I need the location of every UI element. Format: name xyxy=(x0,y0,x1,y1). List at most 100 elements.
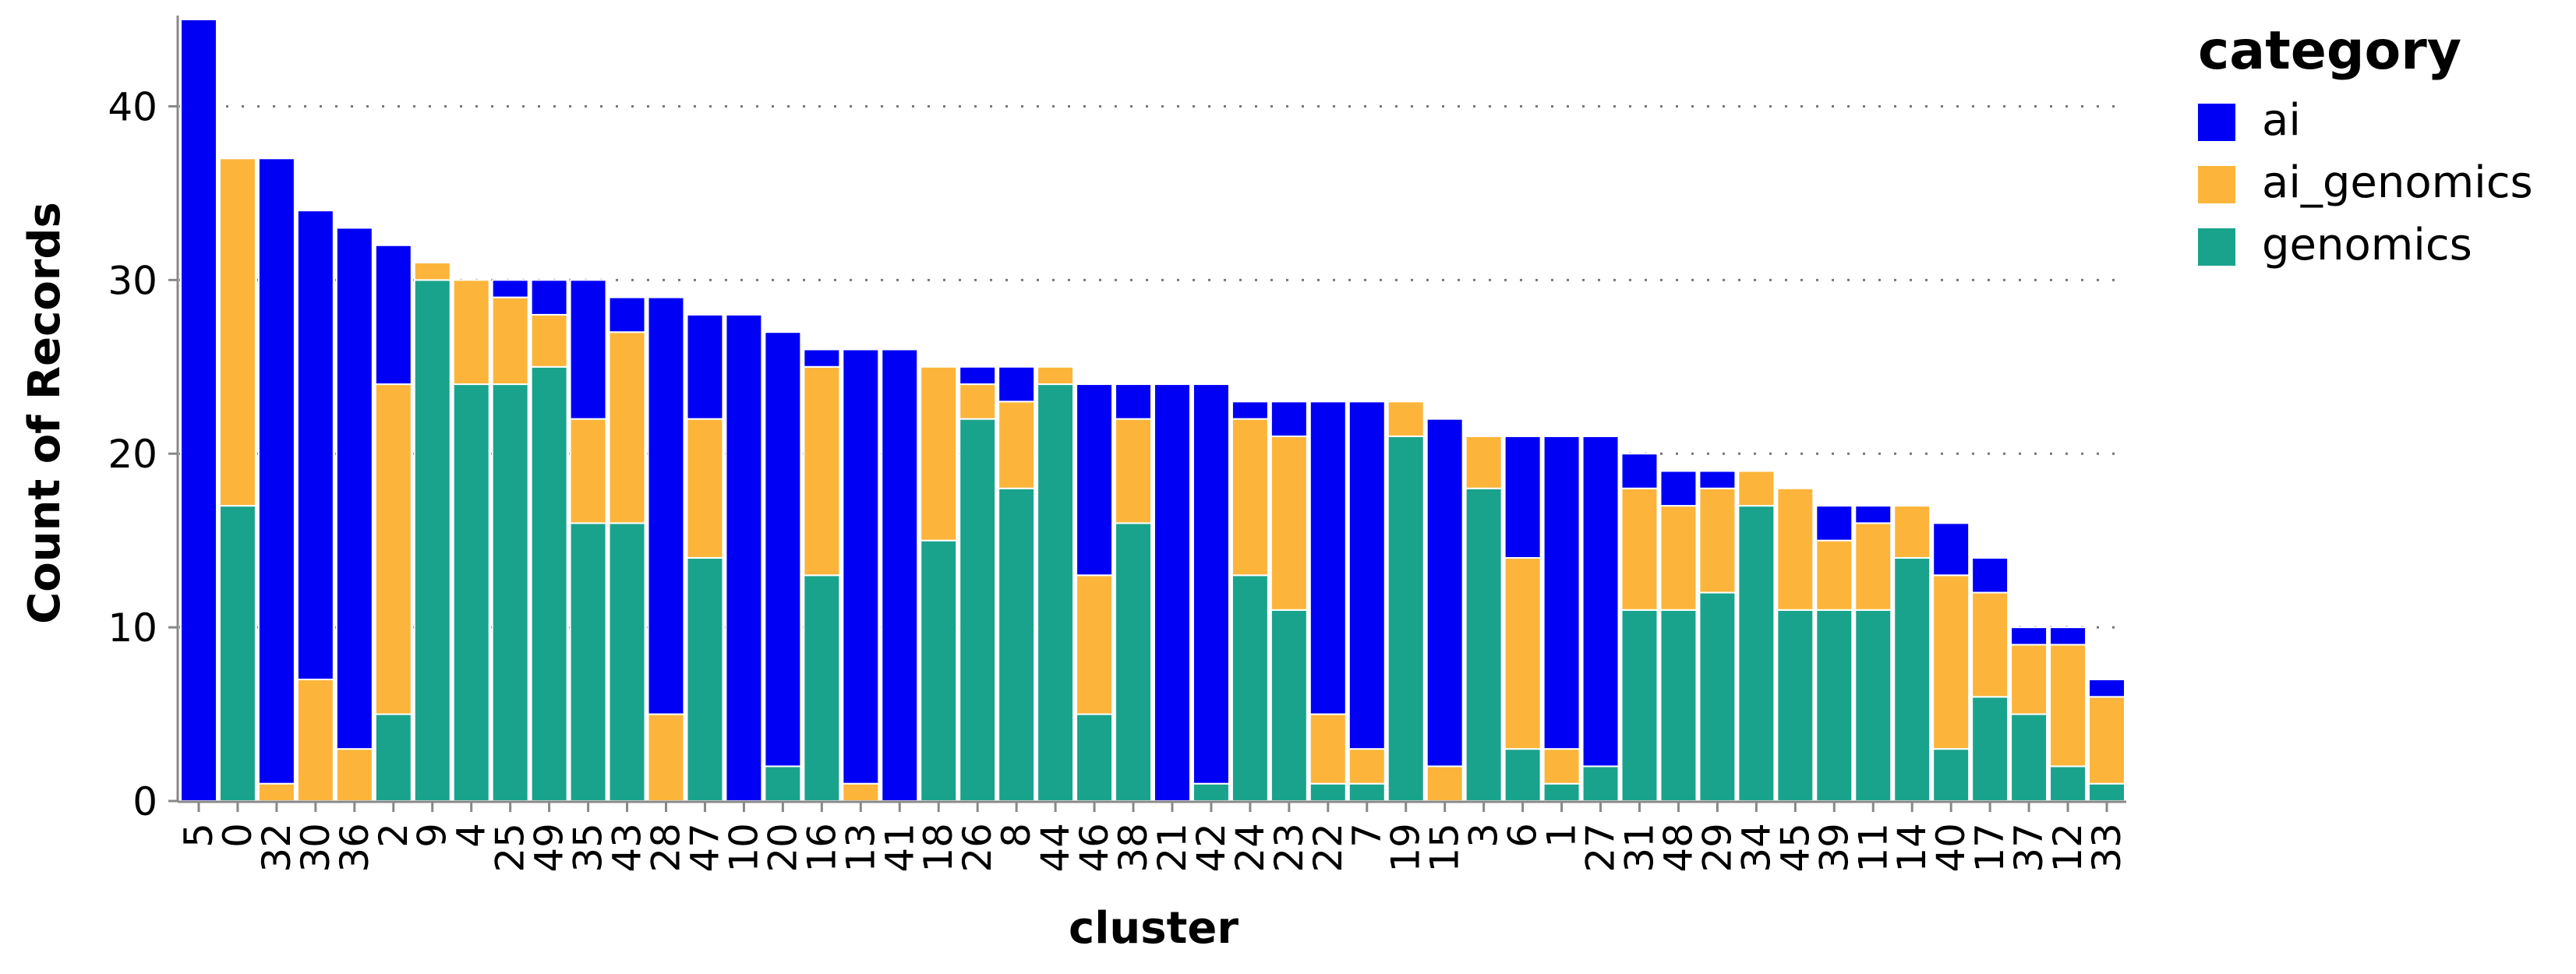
x-tick-label-9: 9 xyxy=(410,823,455,848)
legend-label-ai_genomics: ai_genomics xyxy=(2262,157,2533,208)
x-tick-label-3: 3 xyxy=(1461,823,1507,848)
legend-swatch-ai_genomics xyxy=(2198,166,2235,203)
bar-25-ai_genomics xyxy=(491,296,529,386)
bar-40-ai xyxy=(1932,522,1970,577)
bar-23-ai xyxy=(1270,401,1308,437)
bar-47-ai_genomics xyxy=(686,418,724,559)
x-tick-label-47: 47 xyxy=(682,823,727,873)
bar-37-genomics xyxy=(2010,713,2048,802)
x-tick-label-10: 10 xyxy=(721,823,766,873)
bar-43-ai_genomics xyxy=(608,331,646,524)
bar-17-ai_genomics xyxy=(1971,591,2009,698)
x-tick-label-31: 31 xyxy=(1617,823,1663,873)
bar-28-ai xyxy=(647,296,685,715)
bar-45-genomics xyxy=(1776,609,1815,802)
bar-45-ai_genomics xyxy=(1776,487,1815,611)
bar-7-ai_genomics xyxy=(1348,748,1386,785)
x-tick-label-0: 0 xyxy=(215,823,260,848)
x-tick-label-4: 4 xyxy=(449,823,494,848)
x-tick-label-30: 30 xyxy=(293,823,338,873)
x-tick-label-23: 23 xyxy=(1267,823,1312,873)
bar-27-genomics xyxy=(1581,765,1620,803)
y-tick-label-10: 10 xyxy=(108,605,157,651)
bar-40-ai_genomics xyxy=(1932,574,1970,750)
bar-43-genomics xyxy=(608,522,646,803)
bar-42-ai xyxy=(1192,383,1230,785)
bar-15-ai_genomics xyxy=(1426,765,1464,803)
bar-47-genomics xyxy=(686,556,724,802)
x-tick-label-39: 39 xyxy=(1811,823,1857,873)
bars xyxy=(180,19,2126,803)
x-tick-label-27: 27 xyxy=(1578,823,1624,873)
bar-32-ai xyxy=(257,157,295,785)
bar-24-ai_genomics xyxy=(1231,418,1269,577)
bar-29-ai_genomics xyxy=(1698,487,1737,594)
bar-39-ai xyxy=(1815,505,1853,542)
bar-20-ai xyxy=(764,331,802,768)
y-tick-label-20: 20 xyxy=(108,432,157,477)
x-tick-label-46: 46 xyxy=(1072,823,1117,873)
legend-swatch-genomics xyxy=(2198,228,2235,266)
x-tick-label-1: 1 xyxy=(1539,823,1585,848)
bar-11-ai_genomics xyxy=(1854,522,1892,611)
bar-7-genomics xyxy=(1348,782,1386,803)
bar-21-ai xyxy=(1154,383,1191,803)
bar-33-genomics xyxy=(2088,782,2126,803)
bar-49-genomics xyxy=(530,365,568,802)
bar-5-ai xyxy=(180,19,217,802)
x-tick-label-17: 17 xyxy=(1967,823,2012,873)
legend-title: category xyxy=(2198,20,2461,82)
y-tick-label-30: 30 xyxy=(108,258,157,303)
bar-40-genomics xyxy=(1932,748,1970,803)
x-tick-label-43: 43 xyxy=(605,823,650,873)
x-tick-label-40: 40 xyxy=(1928,823,1974,873)
bar-17-genomics xyxy=(1971,696,2009,802)
x-tick-label-20: 20 xyxy=(760,823,805,873)
bar-18-genomics xyxy=(920,539,958,803)
bar-48-ai xyxy=(1659,470,1698,507)
bar-14-genomics xyxy=(1893,556,1931,802)
bar-16-ai_genomics xyxy=(803,365,841,577)
bar-16-ai xyxy=(803,348,841,368)
bar-2-ai_genomics xyxy=(374,383,412,715)
x-tick-label-8: 8 xyxy=(994,823,1039,848)
x-tick-label-5: 5 xyxy=(176,823,221,848)
bar-44-ai_genomics xyxy=(1037,365,1075,386)
bar-35-ai xyxy=(569,279,607,420)
x-tick-label-41: 41 xyxy=(877,823,922,873)
x-tick-label-36: 36 xyxy=(332,823,377,873)
x-tick-label-12: 12 xyxy=(2045,823,2090,873)
x-tick-label-2: 2 xyxy=(371,823,416,848)
x-tick-label-33: 33 xyxy=(2084,823,2129,873)
bar-4-ai_genomics xyxy=(452,279,490,386)
legend-swatch-ai xyxy=(2198,104,2235,141)
bar-2-genomics xyxy=(374,713,412,802)
bar-31-ai_genomics xyxy=(1620,487,1659,611)
bar-39-ai_genomics xyxy=(1815,539,1853,611)
bar-49-ai xyxy=(530,279,568,316)
bar-9-genomics xyxy=(413,279,451,803)
bar-26-ai_genomics xyxy=(959,383,997,420)
bar-46-ai xyxy=(1076,383,1114,577)
x-axis-title: cluster xyxy=(1069,903,1239,954)
bar-6-genomics xyxy=(1504,748,1542,803)
x-tick-label-28: 28 xyxy=(644,823,689,873)
bar-6-ai_genomics xyxy=(1504,556,1542,750)
x-tick-label-44: 44 xyxy=(1033,823,1078,873)
bar-22-genomics xyxy=(1309,782,1347,803)
bar-13-ai_genomics xyxy=(842,782,880,803)
bar-30-ai_genomics xyxy=(296,678,334,802)
legend: category ai ai_genomics genomics xyxy=(2198,20,2533,270)
x-tick-label-19: 19 xyxy=(1383,823,1429,873)
bar-12-ai xyxy=(2049,626,2087,646)
bar-13-ai xyxy=(842,348,880,785)
x-tick-label-11: 11 xyxy=(1850,823,1896,873)
x-tick-label-26: 26 xyxy=(955,823,1000,873)
legend-label-ai: ai xyxy=(2262,95,2301,146)
bar-36-ai_genomics xyxy=(335,748,373,803)
bar-42-genomics xyxy=(1192,782,1230,803)
bar-34-ai_genomics xyxy=(1737,470,1776,507)
bar-19-genomics xyxy=(1387,435,1425,803)
x-tick-label-14: 14 xyxy=(1889,823,1935,873)
